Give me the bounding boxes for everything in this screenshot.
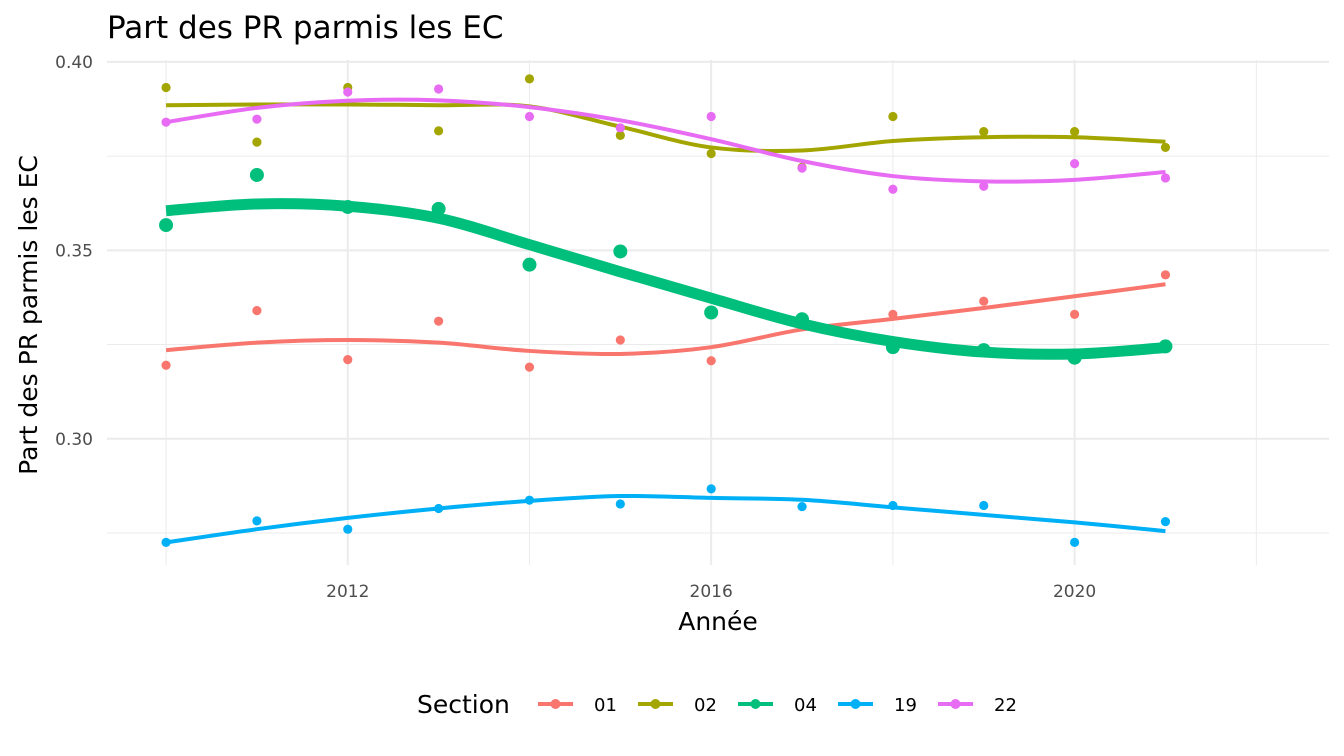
y-tick-label: 0.40 bbox=[55, 53, 93, 73]
data-point-02 bbox=[888, 111, 898, 122]
series-19 bbox=[161, 484, 1171, 547]
data-point-19 bbox=[1070, 537, 1080, 547]
y-tick-label: 0.30 bbox=[55, 430, 93, 450]
legend-item-02: 02 bbox=[638, 695, 717, 716]
legend-key-point bbox=[850, 699, 861, 709]
data-point-04 bbox=[159, 218, 174, 233]
data-point-22 bbox=[434, 84, 444, 94]
smooth-line-04 bbox=[165, 198, 1166, 360]
legend: Section 01 02 04 19 22 bbox=[417, 690, 1017, 719]
legend-item-22: 22 bbox=[938, 695, 1017, 716]
series-04 bbox=[159, 167, 1173, 365]
data-point-04 bbox=[249, 167, 264, 182]
x-tick-label: 2016 bbox=[690, 582, 733, 602]
data-point-02 bbox=[524, 74, 535, 84]
data-point-02 bbox=[161, 82, 171, 93]
legend-label: 02 bbox=[694, 695, 717, 716]
data-point-19 bbox=[979, 500, 989, 511]
data-point-01 bbox=[979, 296, 989, 306]
data-point-02 bbox=[434, 126, 444, 136]
legend-title: Section bbox=[417, 690, 510, 719]
data-point-22 bbox=[524, 111, 535, 122]
data-point-22 bbox=[797, 163, 807, 173]
data-point-22 bbox=[888, 184, 898, 194]
data-point-19 bbox=[343, 524, 353, 534]
x-tick-label: 2012 bbox=[326, 582, 369, 602]
data-point-01 bbox=[524, 362, 535, 372]
data-point-01 bbox=[161, 360, 171, 370]
data-point-02 bbox=[1160, 142, 1171, 153]
x-axis-title: Année bbox=[678, 607, 758, 636]
legend-label: 22 bbox=[994, 695, 1017, 716]
x-tick-label: 2020 bbox=[1053, 582, 1096, 602]
data-point-22 bbox=[343, 87, 353, 97]
y-axis-title: Part des PR parmis les EC bbox=[14, 155, 43, 475]
legend-item-01: 01 bbox=[538, 695, 617, 716]
legend-item-19: 19 bbox=[838, 695, 917, 716]
legend-key-point bbox=[750, 699, 761, 709]
data-point-22 bbox=[979, 181, 989, 191]
legend-label: 04 bbox=[794, 695, 817, 716]
data-point-02 bbox=[706, 148, 716, 159]
chart-title: Part des PR parmis les EC bbox=[107, 10, 504, 46]
legend-key-point bbox=[550, 699, 561, 709]
data-point-02 bbox=[1070, 127, 1080, 137]
data-point-02 bbox=[979, 127, 989, 137]
data-point-02 bbox=[615, 130, 625, 140]
legend-key-point bbox=[650, 699, 661, 709]
legend-label: 01 bbox=[594, 695, 617, 716]
data-point-19 bbox=[706, 484, 716, 494]
data-point-04 bbox=[613, 244, 628, 259]
data-point-02 bbox=[252, 137, 262, 147]
plot-series bbox=[159, 74, 1173, 547]
data-point-01 bbox=[252, 306, 262, 316]
data-point-22 bbox=[615, 123, 625, 133]
smooth-line-22 bbox=[165, 97, 1166, 184]
data-point-01 bbox=[615, 335, 625, 345]
series-01 bbox=[161, 270, 1171, 372]
y-axis-ticks: 0.30 0.35 0.40 bbox=[55, 53, 93, 450]
legend-label: 19 bbox=[894, 695, 917, 716]
data-point-01 bbox=[434, 316, 444, 326]
legend-item-04: 04 bbox=[738, 695, 817, 716]
y-tick-label: 0.35 bbox=[55, 241, 93, 261]
data-point-22 bbox=[1160, 173, 1171, 183]
data-point-22 bbox=[1070, 159, 1080, 169]
data-point-22 bbox=[252, 114, 262, 124]
data-point-19 bbox=[1160, 517, 1171, 527]
data-point-22 bbox=[706, 111, 716, 122]
x-axis-ticks: 2012 2016 2020 bbox=[326, 582, 1096, 602]
smooth-line-01 bbox=[165, 282, 1166, 357]
smooth-line-19 bbox=[165, 493, 1166, 545]
data-point-01 bbox=[706, 356, 716, 366]
data-point-19 bbox=[615, 499, 625, 509]
data-point-19 bbox=[252, 516, 262, 526]
data-point-04 bbox=[704, 305, 719, 320]
data-point-01 bbox=[1070, 309, 1080, 319]
data-point-01 bbox=[343, 355, 353, 365]
legend-key-point bbox=[950, 699, 961, 709]
smooth-line-02 bbox=[166, 102, 1166, 154]
data-point-19 bbox=[797, 501, 807, 512]
data-point-01 bbox=[1160, 270, 1171, 280]
series-22 bbox=[161, 84, 1171, 194]
series-02 bbox=[161, 74, 1171, 173]
data-point-04 bbox=[522, 257, 537, 272]
